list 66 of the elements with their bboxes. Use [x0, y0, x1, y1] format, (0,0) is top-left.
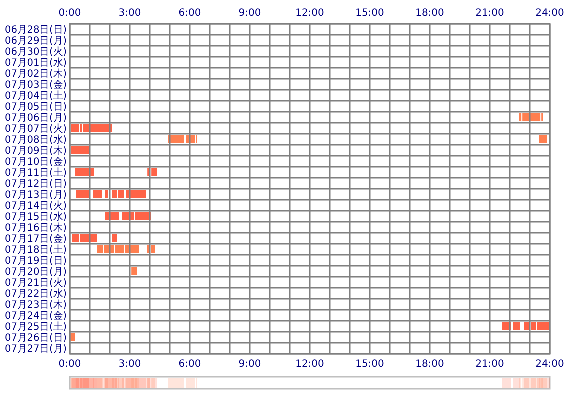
- bar: [539, 136, 547, 144]
- y-tick-label: 06月29日(月): [5, 36, 68, 47]
- bar: [71, 146, 89, 154]
- bar: [132, 268, 137, 276]
- x-tick-label: 0:00: [58, 359, 82, 370]
- bar: [513, 322, 520, 330]
- y-tick-label: 07月24日(金): [5, 310, 68, 322]
- bar: [152, 168, 157, 176]
- y-tick-label: 07月01日(水): [5, 57, 68, 69]
- x-tick-label: 21:00: [476, 359, 504, 370]
- y-tick-label: 07月14日(火): [5, 200, 68, 212]
- y-tick-label: 07月22日(水): [5, 288, 68, 300]
- y-tick-label: 07月07日(火): [5, 123, 68, 135]
- y-tick-label: 07月12日(日): [5, 179, 68, 190]
- bar: [168, 136, 184, 144]
- y-tick-label: 07月04日(土): [5, 90, 68, 102]
- x-tick-label: 18:00: [416, 359, 444, 370]
- y-tick-label: 07月23日(木): [5, 299, 68, 311]
- x2-tick-label: 24:00: [536, 8, 564, 19]
- y-tick-label: 07月05日(日): [5, 102, 68, 113]
- x-tick-label: 12:00: [296, 359, 324, 370]
- y-tick-label: 07月02日(木): [5, 68, 68, 80]
- y-tick-label: 07月26日(日): [5, 333, 68, 344]
- y-tick-label: 07月13日(月): [5, 190, 68, 201]
- y-tick-label: 06月28日(日): [5, 25, 68, 36]
- y-tick-label: 07月21日(火): [5, 277, 68, 289]
- bar: [93, 190, 102, 198]
- x2-tick-label: 18:00: [416, 8, 444, 19]
- y-tick-label: 07月06日(月): [5, 113, 68, 124]
- y-tick-label: 07月20日(月): [5, 267, 68, 278]
- y-tick-label: 07月08日(水): [5, 134, 68, 146]
- y-tick-label: 07月10日(金): [5, 156, 68, 168]
- x2-tick-label: 21:00: [476, 8, 504, 19]
- y-tick-label: 07月03日(金): [5, 79, 68, 91]
- x2-tick-label: 15:00: [356, 8, 384, 19]
- x-tick-label: 24:00: [536, 359, 564, 370]
- y-tick-label: 07月15日(水): [5, 211, 68, 223]
- bar: [151, 246, 155, 254]
- y-tick-label: 07月16日(木): [5, 222, 68, 234]
- bar: [126, 190, 146, 198]
- x-tick-label: 15:00: [356, 359, 384, 370]
- x-tick-label: 3:00: [118, 359, 142, 370]
- y-tick-label: 07月18日(土): [5, 244, 68, 256]
- bar: [83, 124, 112, 132]
- y-tick-label: 07月11日(土): [5, 167, 68, 179]
- bar: [71, 124, 79, 132]
- x2-tick-label: 12:00: [296, 8, 324, 19]
- bar: [70, 334, 75, 342]
- bar: [105, 190, 108, 198]
- bar: [524, 322, 529, 330]
- x2-tick-label: 0:00: [58, 8, 82, 19]
- y-tick-label: 07月19日(日): [5, 256, 68, 267]
- bar: [112, 234, 117, 242]
- y-tick-label: 06月30日(火): [5, 46, 68, 58]
- bar: [75, 168, 94, 176]
- bar: [522, 114, 541, 122]
- y-tick-label: 07月25日(土): [5, 321, 68, 333]
- x2-tick-label: 3:00: [118, 8, 142, 19]
- y-tick-label: 07月09日(木): [5, 145, 68, 157]
- x2-tick-label: 6:00: [178, 8, 202, 19]
- x-tick-label: 9:00: [238, 359, 262, 370]
- x2-tick-label: 9:00: [238, 8, 262, 19]
- x-tick-label: 6:00: [178, 359, 202, 370]
- bar: [76, 190, 89, 198]
- y-tick-label: 07月17日(金): [5, 233, 68, 245]
- y-tick-label: 07月27日(月): [5, 344, 68, 355]
